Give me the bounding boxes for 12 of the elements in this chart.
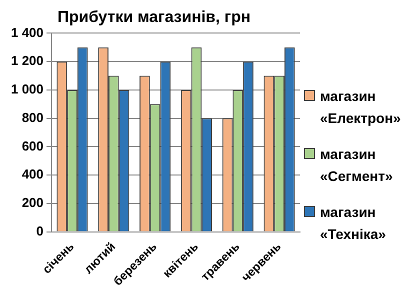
y-tick-label: 800 <box>22 110 44 125</box>
y-tick-label: 1 000 <box>10 82 44 97</box>
chart-title: Прибутки магазинів, грн <box>57 9 251 26</box>
y-tick-label: 200 <box>22 194 44 210</box>
y-tick-label: 600 <box>22 138 44 154</box>
legend-label: магазин «Сегмент» <box>320 145 394 186</box>
y-tick-label: 400 <box>22 166 44 182</box>
legend-label: магазин «Техніка» <box>320 203 387 244</box>
y-tick-label: 1 200 <box>10 53 44 68</box>
y-tick-label: 1 400 <box>10 24 44 40</box>
legend-label: магазин «Електрон» <box>320 87 401 128</box>
y-tick-label: 0 <box>36 223 44 238</box>
